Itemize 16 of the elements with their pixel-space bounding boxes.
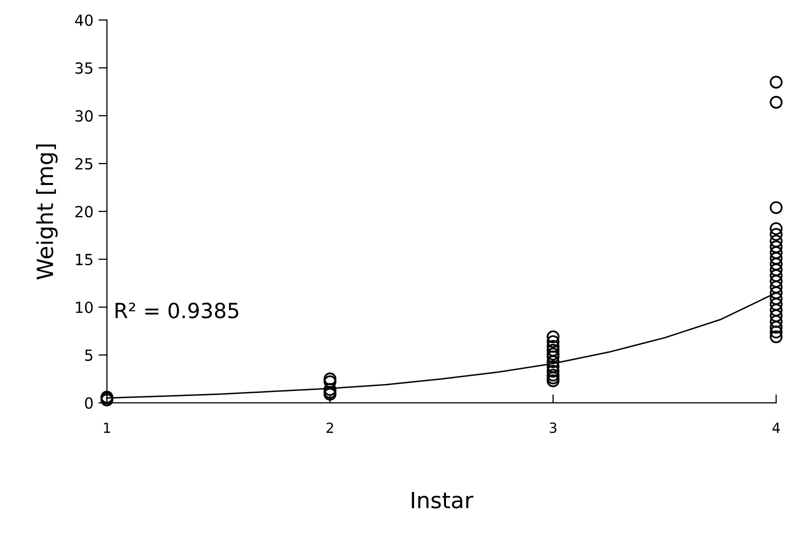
- x-tick-label: 2: [326, 422, 334, 433]
- y-tick-label: 20: [75, 206, 93, 218]
- x-axis-title: Instar: [412, 492, 474, 508]
- y-tick-label: 15: [76, 254, 92, 266]
- x-tick-label: 1: [104, 422, 110, 433]
- y-tick-label: 40: [75, 14, 93, 26]
- y-tick-label: 30: [75, 110, 93, 122]
- y-tick-label: 5: [85, 350, 92, 362]
- x-tick-label: 3: [550, 422, 556, 434]
- x-tick-label: 4: [772, 422, 780, 433]
- y-tick-label: 10: [76, 302, 93, 314]
- y-tick-label: 0: [85, 397, 93, 409]
- y-tick-label: 35: [75, 62, 92, 74]
- y-axis-title: Weight [mg]: [36, 144, 58, 280]
- y-tick-label: 25: [75, 158, 92, 170]
- annotation: R² = 0.9385: [116, 302, 238, 318]
